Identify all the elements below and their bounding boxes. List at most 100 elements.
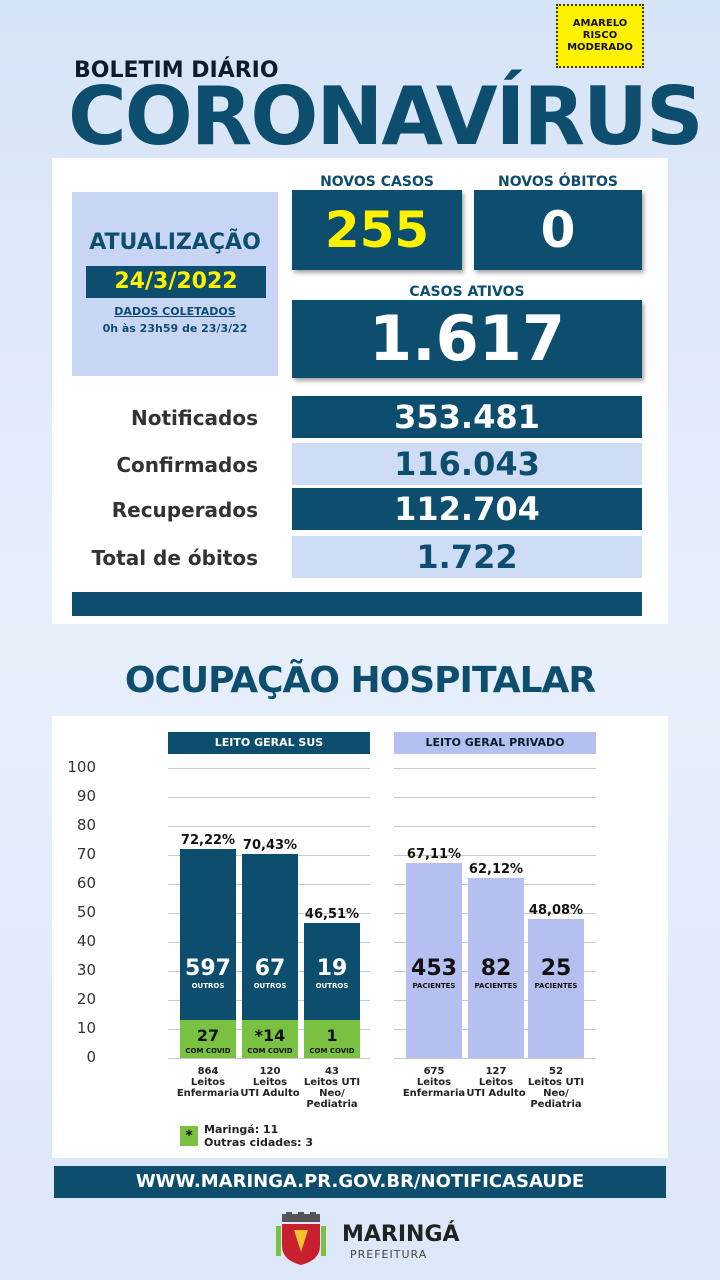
category-label: Neo/ — [543, 1088, 569, 1099]
category-label: Leitos — [478, 1077, 514, 1088]
legend-line-2: Outras cidades: 3 — [204, 1136, 314, 1149]
category-label: Enfermaria — [176, 1088, 240, 1099]
gridline — [168, 768, 370, 769]
category-count: 675 — [423, 1066, 445, 1077]
bar-percent-label: 67,11% — [406, 847, 462, 863]
sus-header: LEITO GERAL SUS — [168, 732, 370, 754]
bar-percent-label: 62,12% — [468, 861, 524, 877]
novos-obitos-label: NOVOS ÓBITOS — [497, 174, 618, 190]
y-tick-label: 30 — [76, 961, 96, 979]
row-label-recuperados: Recuperados — [111, 498, 258, 522]
covid-sublabel: COM COVID — [309, 1047, 355, 1056]
row-label-notificados: Notificados — [130, 406, 258, 430]
bar-sublabel: PACIENTES — [412, 982, 456, 990]
covid-value: 1 — [326, 1026, 338, 1046]
collected-label: DADOS COLETADOS — [114, 305, 236, 318]
bar — [528, 918, 584, 1058]
page-title: CORONAVÍRUS — [68, 70, 704, 163]
boletim-label: BOLETIM DIÁRIO — [74, 58, 279, 83]
website-link[interactable]: WWW.MARINGA.PR.GOV.BR/NOTIFICASAUDE — [54, 1166, 666, 1198]
legend-asterisk-icon: * — [180, 1126, 198, 1146]
row-value-confirmados: 116.043 — [292, 443, 642, 485]
category-label: UTI Adulto — [466, 1088, 526, 1099]
y-tick-label: 10 — [76, 1019, 96, 1037]
y-tick-label: 90 — [76, 787, 96, 805]
category-count: 52 — [549, 1066, 563, 1077]
novos-casos-label: NOVOS CASOS — [320, 174, 434, 190]
gridline — [394, 826, 596, 827]
y-tick-label: 40 — [76, 932, 96, 950]
row-label-total-obitos: Total de óbitos — [91, 546, 258, 570]
risk-badge: AMARELO RISCO MODERADO — [556, 4, 644, 68]
gridline — [394, 855, 596, 856]
collected-period: 0h às 23h59 de 23/3/22 — [102, 322, 248, 335]
category-label: Leitos — [416, 1077, 452, 1088]
gridline — [168, 797, 370, 798]
summary-divider — [72, 592, 642, 616]
bar-value: 25 — [540, 956, 572, 981]
bar-percent-label: 48,08% — [528, 902, 584, 918]
category-count: 43 — [325, 1066, 339, 1077]
bar-sublabel: OUTROS — [315, 982, 349, 990]
y-tick-label: 0 — [86, 1048, 96, 1066]
category-label: Leitos — [190, 1077, 226, 1088]
footer-sub: PREFEITURA — [350, 1248, 428, 1261]
bar-percent-label: 72,22% — [180, 832, 236, 848]
category-label: Enfermaria — [402, 1088, 466, 1099]
novos-casos-value: 255 — [292, 190, 462, 270]
bar-sublabel: PACIENTES — [474, 982, 518, 990]
row-value-total-obitos: 1.722 — [292, 536, 642, 578]
category-count: 127 — [485, 1066, 507, 1077]
category-label: UTI Adulto — [240, 1088, 300, 1099]
gridline — [394, 1058, 596, 1059]
category-label: Leitos UTI — [527, 1077, 585, 1088]
row-label-confirmados: Confirmados — [116, 453, 258, 477]
category-label: Pediatria — [530, 1099, 582, 1110]
gridline — [168, 826, 370, 827]
footer-city: MARINGÁ — [342, 1222, 460, 1247]
bar — [468, 877, 524, 1058]
category-label: Leitos UTI — [303, 1077, 361, 1088]
category-count: 864 — [197, 1066, 219, 1077]
covid-sublabel: COM COVID — [247, 1047, 293, 1056]
y-tick-label: 20 — [76, 990, 96, 1008]
casos-ativos-label: CASOS ATIVOS — [409, 284, 525, 300]
gridline — [168, 1058, 370, 1059]
row-value-recuperados: 112.704 — [292, 488, 642, 530]
privado-header: LEITO GERAL PRIVADO — [394, 732, 596, 754]
y-tick-label: 70 — [76, 845, 96, 863]
bar-sublabel: OUTROS — [253, 982, 287, 990]
casos-ativos-value: 1.617 — [292, 300, 642, 378]
update-title: ATUALIZAÇÃO — [89, 230, 261, 255]
city-crest-icon — [276, 1212, 326, 1265]
bar-sublabel: PACIENTES — [534, 982, 578, 990]
covid-sublabel: COM COVID — [185, 1047, 231, 1056]
row-value-notificados: 353.481 — [292, 396, 642, 438]
y-tick-label: 60 — [76, 874, 96, 892]
bar — [406, 863, 462, 1058]
covid-segment — [242, 1020, 298, 1058]
bar-percent-label: 46,51% — [304, 907, 360, 923]
bar-value: 453 — [411, 956, 457, 981]
section-title: OCUPAÇÃO HOSPITALAR — [124, 660, 596, 701]
covid-segment — [180, 1020, 236, 1058]
y-tick-label: 50 — [76, 903, 96, 921]
y-tick-label: 80 — [76, 816, 96, 834]
bar-sublabel: OUTROS — [191, 982, 225, 990]
risk-line-3: MODERADO — [567, 42, 633, 53]
category-label: Neo/ — [319, 1088, 345, 1099]
bar-value: 82 — [480, 956, 512, 981]
risk-line-2: RISCO — [582, 30, 618, 41]
bar-value: 67 — [254, 956, 286, 981]
update-date: 24/3/2022 — [86, 266, 266, 298]
covid-segment — [304, 1020, 360, 1058]
category-count: 120 — [259, 1066, 281, 1077]
bar-value: 19 — [316, 956, 348, 981]
y-tick-label: 100 — [67, 758, 96, 776]
category-label: Leitos — [252, 1077, 288, 1088]
bar-value: 597 — [185, 956, 231, 981]
category-label: Pediatria — [306, 1099, 358, 1110]
risk-line-1: AMARELO — [572, 18, 628, 29]
gridline — [394, 797, 596, 798]
bar-percent-label: 70,43% — [242, 837, 298, 853]
